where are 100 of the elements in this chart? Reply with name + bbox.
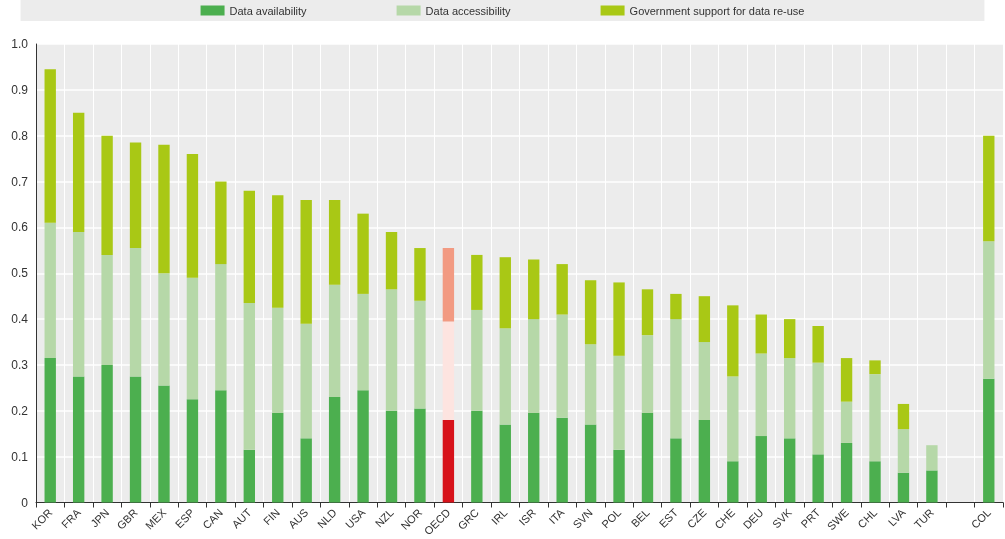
bar [499,257,511,329]
bar [101,254,113,365]
bar [727,305,739,377]
bar [613,449,625,503]
bar [613,282,625,356]
bar [44,69,56,223]
bar [812,325,824,363]
x-tick-label: NZL [372,506,396,530]
bar [300,438,312,503]
bar [840,358,853,402]
bar [812,454,824,503]
y-tick-label: 0.6 [11,220,29,235]
bar [243,449,255,503]
bar [272,195,284,308]
x-tick-label: IRL [488,506,510,527]
bar [812,362,824,455]
x-tick-label: FIN [260,506,283,528]
bar [897,472,910,503]
x-tick-label: LVA [885,505,909,529]
x-tick-label: TUR [911,506,937,531]
legend-label: Data accessibility [425,4,512,17]
bar [869,360,881,375]
bar [528,413,540,503]
x-tick-label: POL [599,506,624,531]
bar [243,303,255,450]
bar [328,284,341,398]
bar [499,424,511,503]
x-tick-label: ISR [516,506,539,528]
bar [385,410,398,503]
bar [300,199,312,324]
bar [584,344,597,425]
bar [158,273,170,386]
bar [158,144,170,274]
bar [272,413,284,503]
bar [72,231,85,377]
bar [670,438,682,503]
bar [698,342,711,420]
bar [727,461,739,503]
bar [44,358,56,503]
bar [670,319,682,439]
y-tick-label: 0.3 [11,357,29,372]
bar [186,154,199,278]
bar [869,374,881,462]
bar [755,314,767,354]
bar [698,296,711,343]
bar [499,328,511,425]
x-tick-label: BEL [628,506,652,530]
bar [528,259,540,320]
bar [101,135,113,255]
bar [840,401,853,443]
bar [357,390,369,503]
bar [784,438,796,503]
y-tick-label: 0.5 [11,266,29,281]
bar [300,323,312,439]
x-tick-label: ITA [546,505,567,527]
bar [670,293,682,320]
bar [414,248,426,301]
x-tick-label: FRA [58,505,84,531]
bar [755,353,767,437]
bar [442,248,455,322]
bar [44,222,56,359]
bar [897,429,910,473]
y-tick-label: 0.4 [11,312,29,327]
bar [784,319,796,359]
bar [72,112,85,232]
bar [385,231,398,290]
bar [926,470,938,503]
bar [357,213,369,294]
bar [641,335,654,414]
bar [471,254,483,310]
bar [328,199,341,285]
bar [471,410,483,503]
bar [129,376,142,503]
bar [215,264,227,391]
bar [584,280,597,345]
bar [698,419,711,503]
bar [243,190,255,304]
bar [897,403,910,430]
bar [272,307,284,414]
bar [215,181,227,265]
bar [129,248,142,377]
legend-label: Government support for data re-use [629,4,805,17]
x-tick-label: USA [342,505,368,531]
bar [72,376,85,503]
bar [471,309,483,411]
bar [414,408,426,503]
bar [328,397,341,503]
bar [101,364,113,503]
bar [641,289,654,336]
bar [129,142,142,249]
bar [414,300,426,409]
x-tick-label: JPN [88,506,112,530]
bar [556,314,568,418]
bar [926,445,938,471]
bar [158,385,170,503]
y-tick-label: 1.0 [11,37,29,51]
y-tick-label: 0.2 [11,403,29,418]
bar [442,321,455,420]
bar [442,419,455,503]
bar [357,293,369,391]
